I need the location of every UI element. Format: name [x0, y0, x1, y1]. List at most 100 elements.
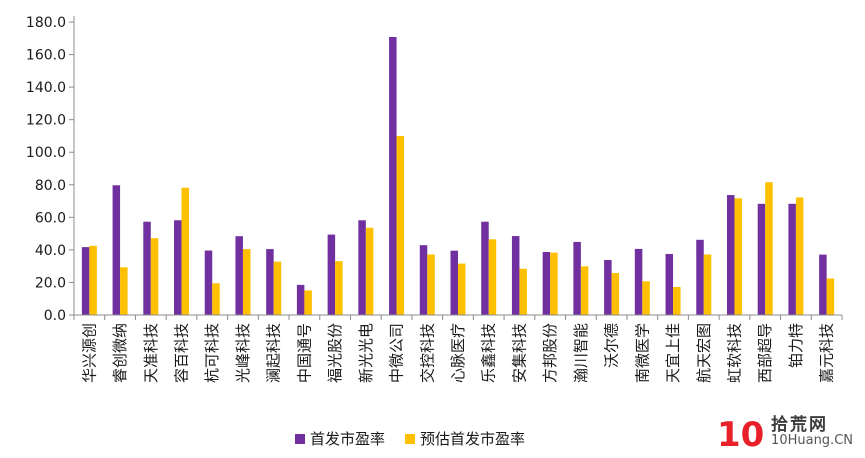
y-tick-label: 120.0 [26, 113, 66, 129]
bar-series-2-10[interactable] [365, 227, 374, 315]
bar-series-1-21[interactable] [696, 239, 704, 315]
bar-series-2-14[interactable] [488, 239, 497, 315]
bar-series-2-3[interactable] [150, 238, 159, 315]
bar-series-2-19[interactable] [642, 281, 650, 315]
x-tick-label: 南微医学 [633, 323, 651, 383]
bars-group [81, 36, 835, 315]
x-tick-label: 杭可科技 [203, 323, 221, 383]
x-tick-label: 航天宏图 [695, 323, 713, 383]
x-tick-label: 虹软科技 [725, 323, 743, 383]
watermark-logo-icon: 10 [717, 415, 764, 452]
x-tick-label: 铂力特 [787, 323, 805, 368]
watermark-site-url: 10Huang.CN [771, 433, 853, 449]
bar-series-2-9[interactable] [335, 261, 343, 315]
legend-label-series-1: 首发市盈率 [310, 430, 386, 448]
bar-series-2-24[interactable] [795, 197, 804, 315]
y-tick-label: 40.0 [35, 243, 66, 259]
legend-swatch-series-2 [405, 433, 416, 444]
bar-series-2-17[interactable] [580, 266, 589, 315]
bar-series-1-22[interactable] [726, 195, 735, 315]
bar-series-1-14[interactable] [481, 221, 489, 315]
bar-series-1-12[interactable] [419, 245, 428, 315]
y-tick-label: 0.0 [44, 308, 66, 324]
bar-series-1-7[interactable] [266, 249, 274, 315]
watermark-site-name: 拾荒网 [771, 414, 829, 435]
svg-text:10: 10 [717, 415, 764, 452]
bar-series-1-17[interactable] [573, 241, 581, 315]
legend-item-series-1[interactable]: 首发市盈率 [295, 428, 385, 449]
x-tick-label: 新光光电 [357, 323, 375, 383]
legend-swatch-series-1 [295, 433, 305, 444]
y-tick-label: 160.0 [26, 48, 66, 64]
x-tick-label: 中国通号 [295, 323, 313, 383]
bar-series-1-20[interactable] [665, 253, 674, 315]
x-tick-label: 瀚川智能 [572, 323, 590, 383]
bar-series-2-5[interactable] [212, 283, 220, 315]
x-tick-label: 交控科技 [418, 323, 436, 383]
bar-series-1-1[interactable] [81, 247, 90, 315]
bar-series-1-15[interactable] [511, 236, 520, 315]
x-tick-label: 中微公司 [388, 323, 406, 383]
x-tick-label: 安集科技 [510, 323, 528, 383]
x-tick-label: 容百科技 [173, 323, 191, 383]
x-axis: 华兴源创 睿创微纳 天准科技 容百科技 杭可科技 光峰科技 澜起科技 中国通号 福光股份 新光光电… [73, 314, 843, 383]
bar-series-2-22[interactable] [734, 198, 742, 315]
bar-series-1-13[interactable] [450, 250, 459, 315]
x-tick-label: 西部超导 [756, 323, 774, 383]
bar-series-2-4[interactable] [181, 187, 190, 315]
bar-series-1-6[interactable] [235, 236, 243, 315]
x-tick-label: 嘉元科技 [818, 323, 836, 383]
bar-series-2-15[interactable] [519, 268, 527, 315]
bar-series-1-10[interactable] [358, 220, 366, 315]
y-tick-label: 140.0 [26, 80, 66, 96]
legend-label-series-2: 预估首发市盈率 [420, 430, 526, 448]
bar-series-2-6[interactable] [242, 249, 251, 315]
bar-series-2-21[interactable] [703, 254, 712, 315]
bar-series-2-2[interactable] [120, 267, 128, 315]
x-tick-label: 福光股份 [326, 323, 344, 383]
bar-series-2-20[interactable] [673, 287, 681, 315]
bar-series-1-4[interactable] [174, 220, 182, 315]
bar-series-1-11[interactable] [389, 36, 397, 315]
bar-series-1-25[interactable] [819, 254, 827, 315]
bar-series-2-8[interactable] [304, 290, 312, 315]
y-tick-label: 20.0 [35, 275, 66, 291]
bar-series-2-23[interactable] [765, 182, 773, 315]
y-tick-label: 80.0 [35, 178, 66, 194]
bar-series-2-18[interactable] [611, 273, 620, 315]
x-tick-label: 方邦股份 [541, 323, 559, 383]
legend-item-series-2[interactable]: 预估首发市盈率 [405, 428, 525, 449]
x-tick-label: 心脉医疗 [449, 323, 467, 383]
bar-series-1-19[interactable] [634, 248, 643, 315]
x-tick-label: 华兴源创 [80, 323, 98, 383]
bar-series-1-5[interactable] [204, 250, 213, 315]
bar-series-1-3[interactable] [143, 221, 151, 315]
legend: 首发市盈率 预估首发市盈率 [295, 428, 545, 449]
x-tick-label: 乐鑫科技 [480, 323, 498, 383]
x-tick-label: 光峰科技 [234, 323, 252, 383]
bar-series-1-16[interactable] [542, 252, 551, 315]
bar-series-1-8[interactable] [296, 284, 305, 315]
bar-series-1-23[interactable] [757, 203, 766, 315]
bar-series-2-25[interactable] [826, 278, 835, 315]
bar-series-2-7[interactable] [273, 261, 282, 315]
y-tick-label: 60.0 [35, 210, 66, 226]
bar-series-2-16[interactable] [550, 252, 558, 315]
watermark: 10 拾荒网 10Huang.CN [717, 412, 853, 452]
x-tick-label: 沃尔德 [603, 323, 621, 368]
bar-series-2-11[interactable] [396, 135, 405, 315]
x-tick-label: 天宜上佳 [664, 323, 682, 383]
bar-series-2-12[interactable] [427, 254, 435, 315]
bar-series-2-1[interactable] [89, 245, 97, 315]
bar-series-1-9[interactable] [327, 234, 336, 315]
x-tick-label: 天准科技 [142, 323, 160, 383]
bar-series-1-18[interactable] [604, 259, 612, 315]
x-tick-label: 澜起科技 [265, 323, 283, 383]
y-tick-label: 100.0 [26, 145, 66, 161]
x-tick-label: 睿创微纳 [111, 323, 129, 383]
bar-series-2-13[interactable] [458, 263, 466, 315]
bar-series-1-2[interactable] [112, 185, 121, 315]
bar-series-1-24[interactable] [788, 203, 796, 315]
y-tick-label: 180.0 [26, 15, 66, 31]
